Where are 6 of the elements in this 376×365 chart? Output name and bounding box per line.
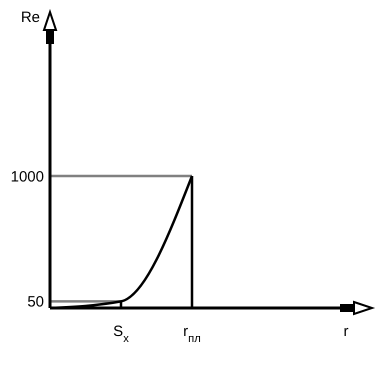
x-tick-label: S$_{x}$	[113, 323, 130, 345]
y-tick-label: 50	[27, 294, 44, 311]
x-tick-label: r$_{пл}$	[183, 323, 201, 345]
y-axis-title: Re	[20, 9, 40, 26]
y-tick-label: 1000	[10, 168, 44, 186]
text: r	[344, 323, 348, 340]
